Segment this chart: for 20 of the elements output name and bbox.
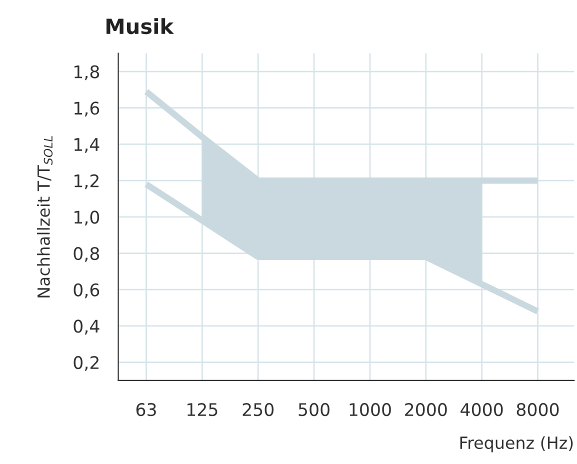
y-tick-label: 0,2 [74,356,98,371]
x-tick-label: 4000 [460,403,503,416]
y-tick-label: 1,8 [74,65,100,80]
y-tick-label: 1,6 [74,102,100,116]
x-tick-label: 63 [136,403,156,416]
x-tick-label: 8000 [516,403,559,416]
y-tick-label: 0,4 [74,320,100,335]
y-axis-title: Nachhallzeit T/T$_{SOLL}$ [37,136,53,298]
x-tick-label: 2000 [405,403,447,416]
x-tick-label: 1000 [350,403,391,416]
x-tick-label: 125 [188,403,218,416]
x-tick-label: 250 [242,403,274,416]
chart-title: Musik [106,18,174,34]
y-tick-label: 1,4 [74,138,100,153]
y-tick-label: 0,8 [74,246,100,262]
y-tick-label: 1,0 [74,210,100,226]
y-tick-label: 1,2 [74,174,98,190]
y-tick-label: 0,6 [74,283,100,298]
x-axis-title: Frequenz (Hz) [460,436,573,452]
x-tick-label: 500 [298,403,330,416]
